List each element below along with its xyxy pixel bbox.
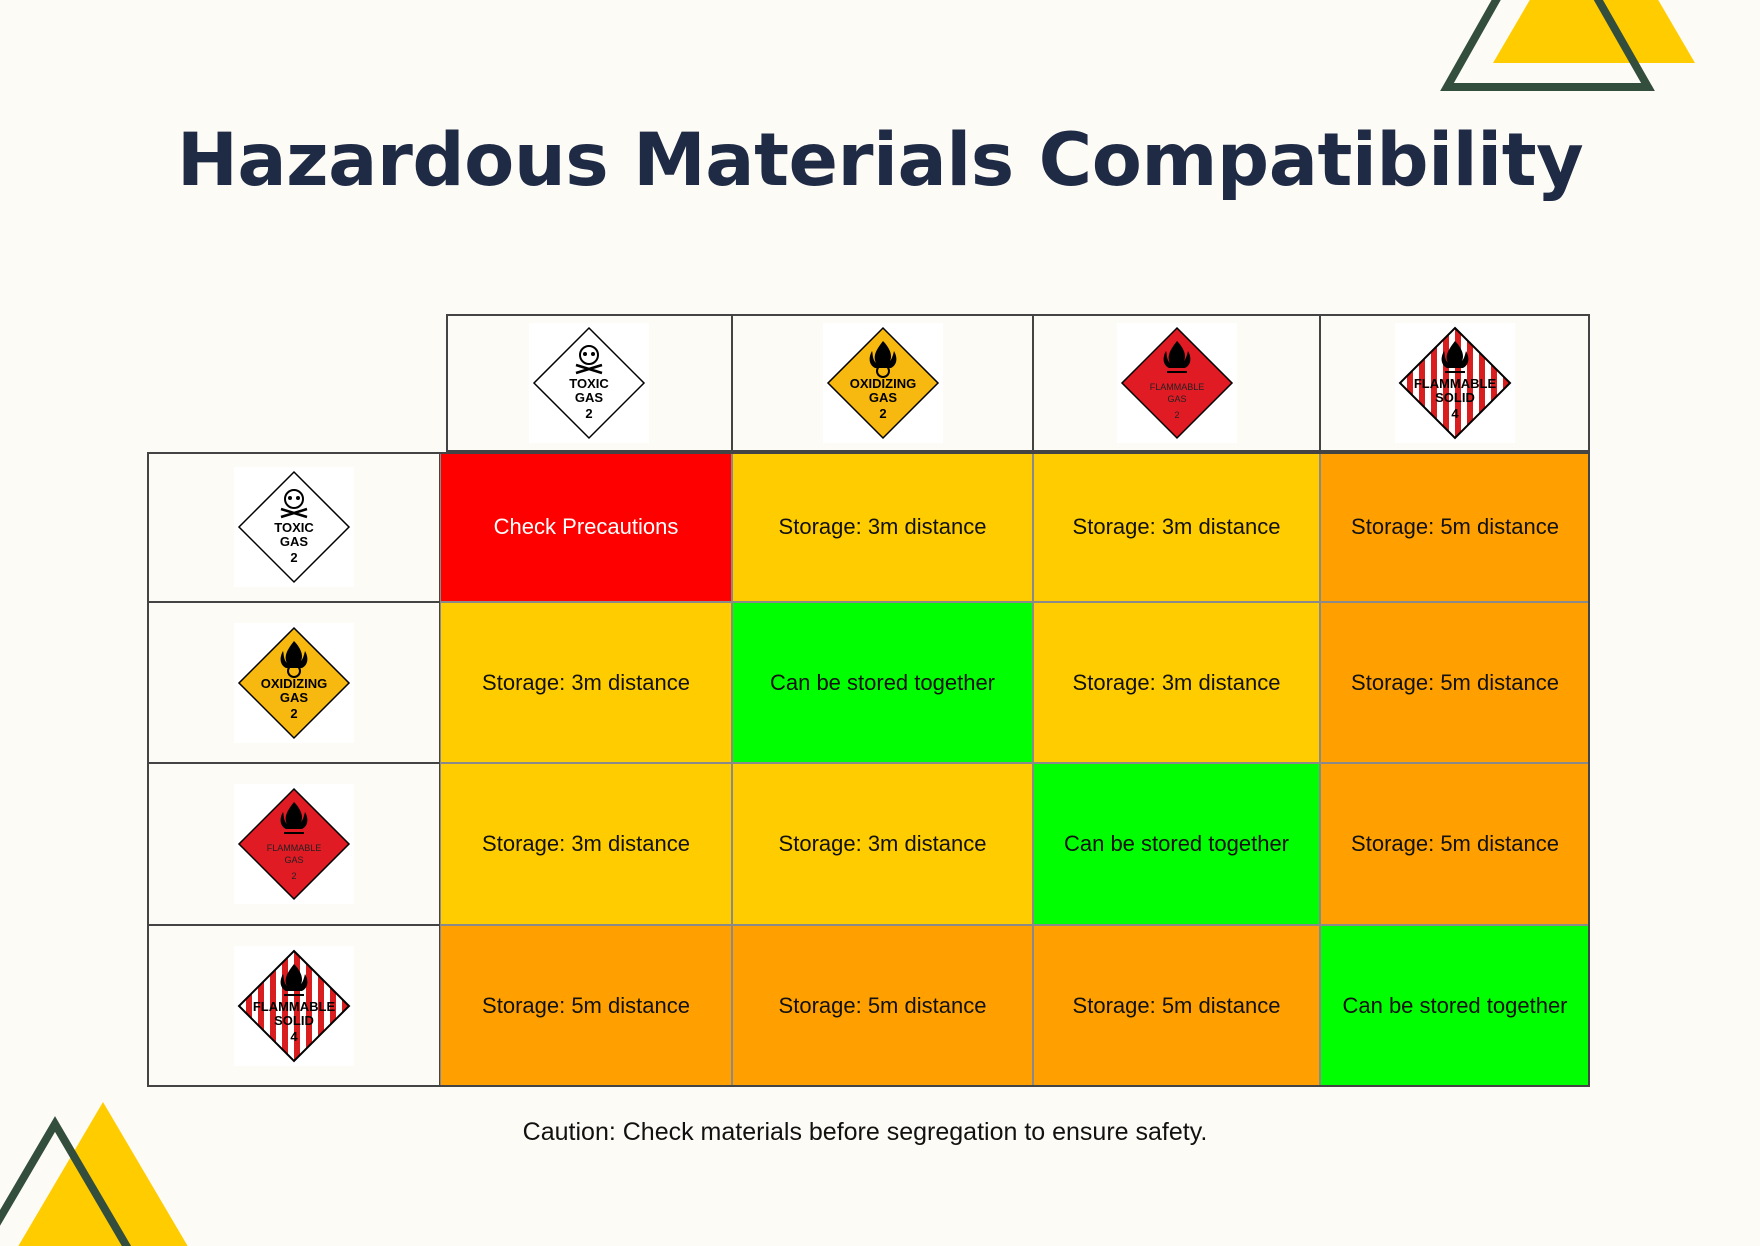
placard-label: FLAMMABLE	[1149, 382, 1204, 392]
svg-text:4: 4	[1451, 406, 1459, 421]
matrix-cell: Storage: 5m distance	[732, 925, 1033, 1087]
svg-text:GAS: GAS	[284, 855, 303, 865]
flammable-gas-placard-icon: FLAMMABLE GAS 2	[233, 784, 354, 904]
column-header-oxidizing-gas: OXIDIZING GAS 2	[732, 314, 1033, 452]
cell-text: Storage: 3m distance	[1072, 669, 1281, 695]
cell-text: Storage: 5m distance	[778, 993, 987, 1018]
matrix-cell: Storage: 3m distance	[1033, 602, 1320, 763]
matrix-cell: Storage: 5m distance	[440, 925, 732, 1087]
matrix-cell: Storage: 3m distance	[440, 763, 732, 925]
cell-text: Can be stored together	[1063, 831, 1290, 856]
matrix-cell: Storage: 3m distance	[440, 602, 732, 763]
cell-text: Storage: 3m distance	[1072, 514, 1281, 539]
svg-text:SOLID: SOLID	[274, 1013, 314, 1028]
row-header-toxic-gas: TOXIC GAS 2	[147, 452, 440, 602]
matrix-cell: Storage: 5m distance	[1320, 452, 1590, 602]
matrix-cell: Storage: 3m distance	[1033, 452, 1320, 602]
matrix-cell: Storage: 3m distance	[732, 452, 1033, 602]
cell-text: Storage: 5m distance	[482, 993, 690, 1018]
matrix-cell: Can be stored together	[1320, 925, 1590, 1087]
placard-label: OXIDIZING	[260, 676, 326, 691]
matrix-cell: Storage: 5m distance	[1320, 763, 1590, 925]
svg-text:2: 2	[1174, 410, 1179, 420]
row-header-flammable-solid: FLAMMABLE SOLID 4	[147, 925, 440, 1087]
matrix-cell: Storage: 5m distance	[1033, 925, 1320, 1087]
cell-text: Storage: 5m distance	[1351, 514, 1559, 539]
placard-label: FLAMMABLE	[252, 999, 335, 1014]
column-header-flammable-solid: FLAMMABLE SOLID 4	[1320, 314, 1590, 452]
cell-text: Can be stored together	[769, 669, 996, 695]
svg-text:GAS: GAS	[868, 390, 897, 405]
outline-triangle-bottom-left	[0, 1116, 132, 1246]
page-title: Hazardous Materials Compatibility	[176, 118, 1584, 203]
svg-text:GAS: GAS	[279, 690, 308, 705]
placard-label: TOXIC	[274, 520, 314, 535]
row-header-flammable-gas: FLAMMABLE GAS 2	[147, 763, 440, 925]
svg-text:2: 2	[290, 706, 297, 721]
placard-label: FLAMMABLE	[266, 843, 321, 853]
cell-text: Storage: 5m distance	[1351, 831, 1559, 856]
flammable-gas-placard-icon: FLAMMABLE GAS 2	[1116, 323, 1237, 443]
matrix-cell: Can be stored together	[1033, 763, 1320, 925]
matrix-cell: Check Precautions	[440, 452, 732, 602]
column-header-toxic-gas: TOXIC GAS 2	[446, 314, 732, 452]
yellow-triangle-bottom-left	[18, 1102, 188, 1246]
cell-text: Check Precautions	[493, 514, 679, 539]
cell-text: Storage: 3m distance	[482, 831, 690, 856]
outline-triangle-top-right	[1440, 0, 1655, 91]
svg-text:2: 2	[291, 871, 296, 881]
svg-text:GAS: GAS	[575, 390, 604, 405]
cell-text: Storage: 3m distance	[778, 514, 987, 539]
matrix-cell: Storage: 5m distance	[1320, 602, 1590, 763]
cell-text: Storage: 3m distance	[482, 669, 690, 695]
column-header-flammable-gas: FLAMMABLE GAS 2	[1033, 314, 1320, 452]
caution-caption: Caution: Check materials before segregat…	[522, 1118, 1208, 1146]
svg-text:2: 2	[585, 406, 592, 421]
placard-label: FLAMMABLE	[1414, 376, 1497, 391]
cell-text: Storage: 3m distance	[778, 831, 987, 856]
placard-label: OXIDIZING	[849, 376, 915, 391]
yellow-triangle-top-right	[1493, 0, 1695, 63]
svg-text:SOLID: SOLID	[1435, 390, 1475, 405]
svg-text:GAS: GAS	[1167, 394, 1186, 404]
cell-text: Can be stored together	[1342, 993, 1568, 1018]
matrix-cell: Storage: 3m distance	[732, 763, 1033, 925]
svg-text:GAS: GAS	[279, 534, 308, 549]
svg-text:4: 4	[290, 1029, 298, 1044]
svg-text:2: 2	[290, 550, 297, 565]
cell-text: Storage: 5m distance	[1072, 993, 1281, 1018]
placard-label: TOXIC	[569, 376, 609, 391]
row-header-oxidizing-gas: OXIDIZING GAS 2	[147, 602, 440, 763]
cell-text: Storage: 5m distance	[1351, 669, 1559, 695]
svg-text:2: 2	[879, 406, 886, 421]
matrix-cell: Can be stored together	[732, 602, 1033, 763]
